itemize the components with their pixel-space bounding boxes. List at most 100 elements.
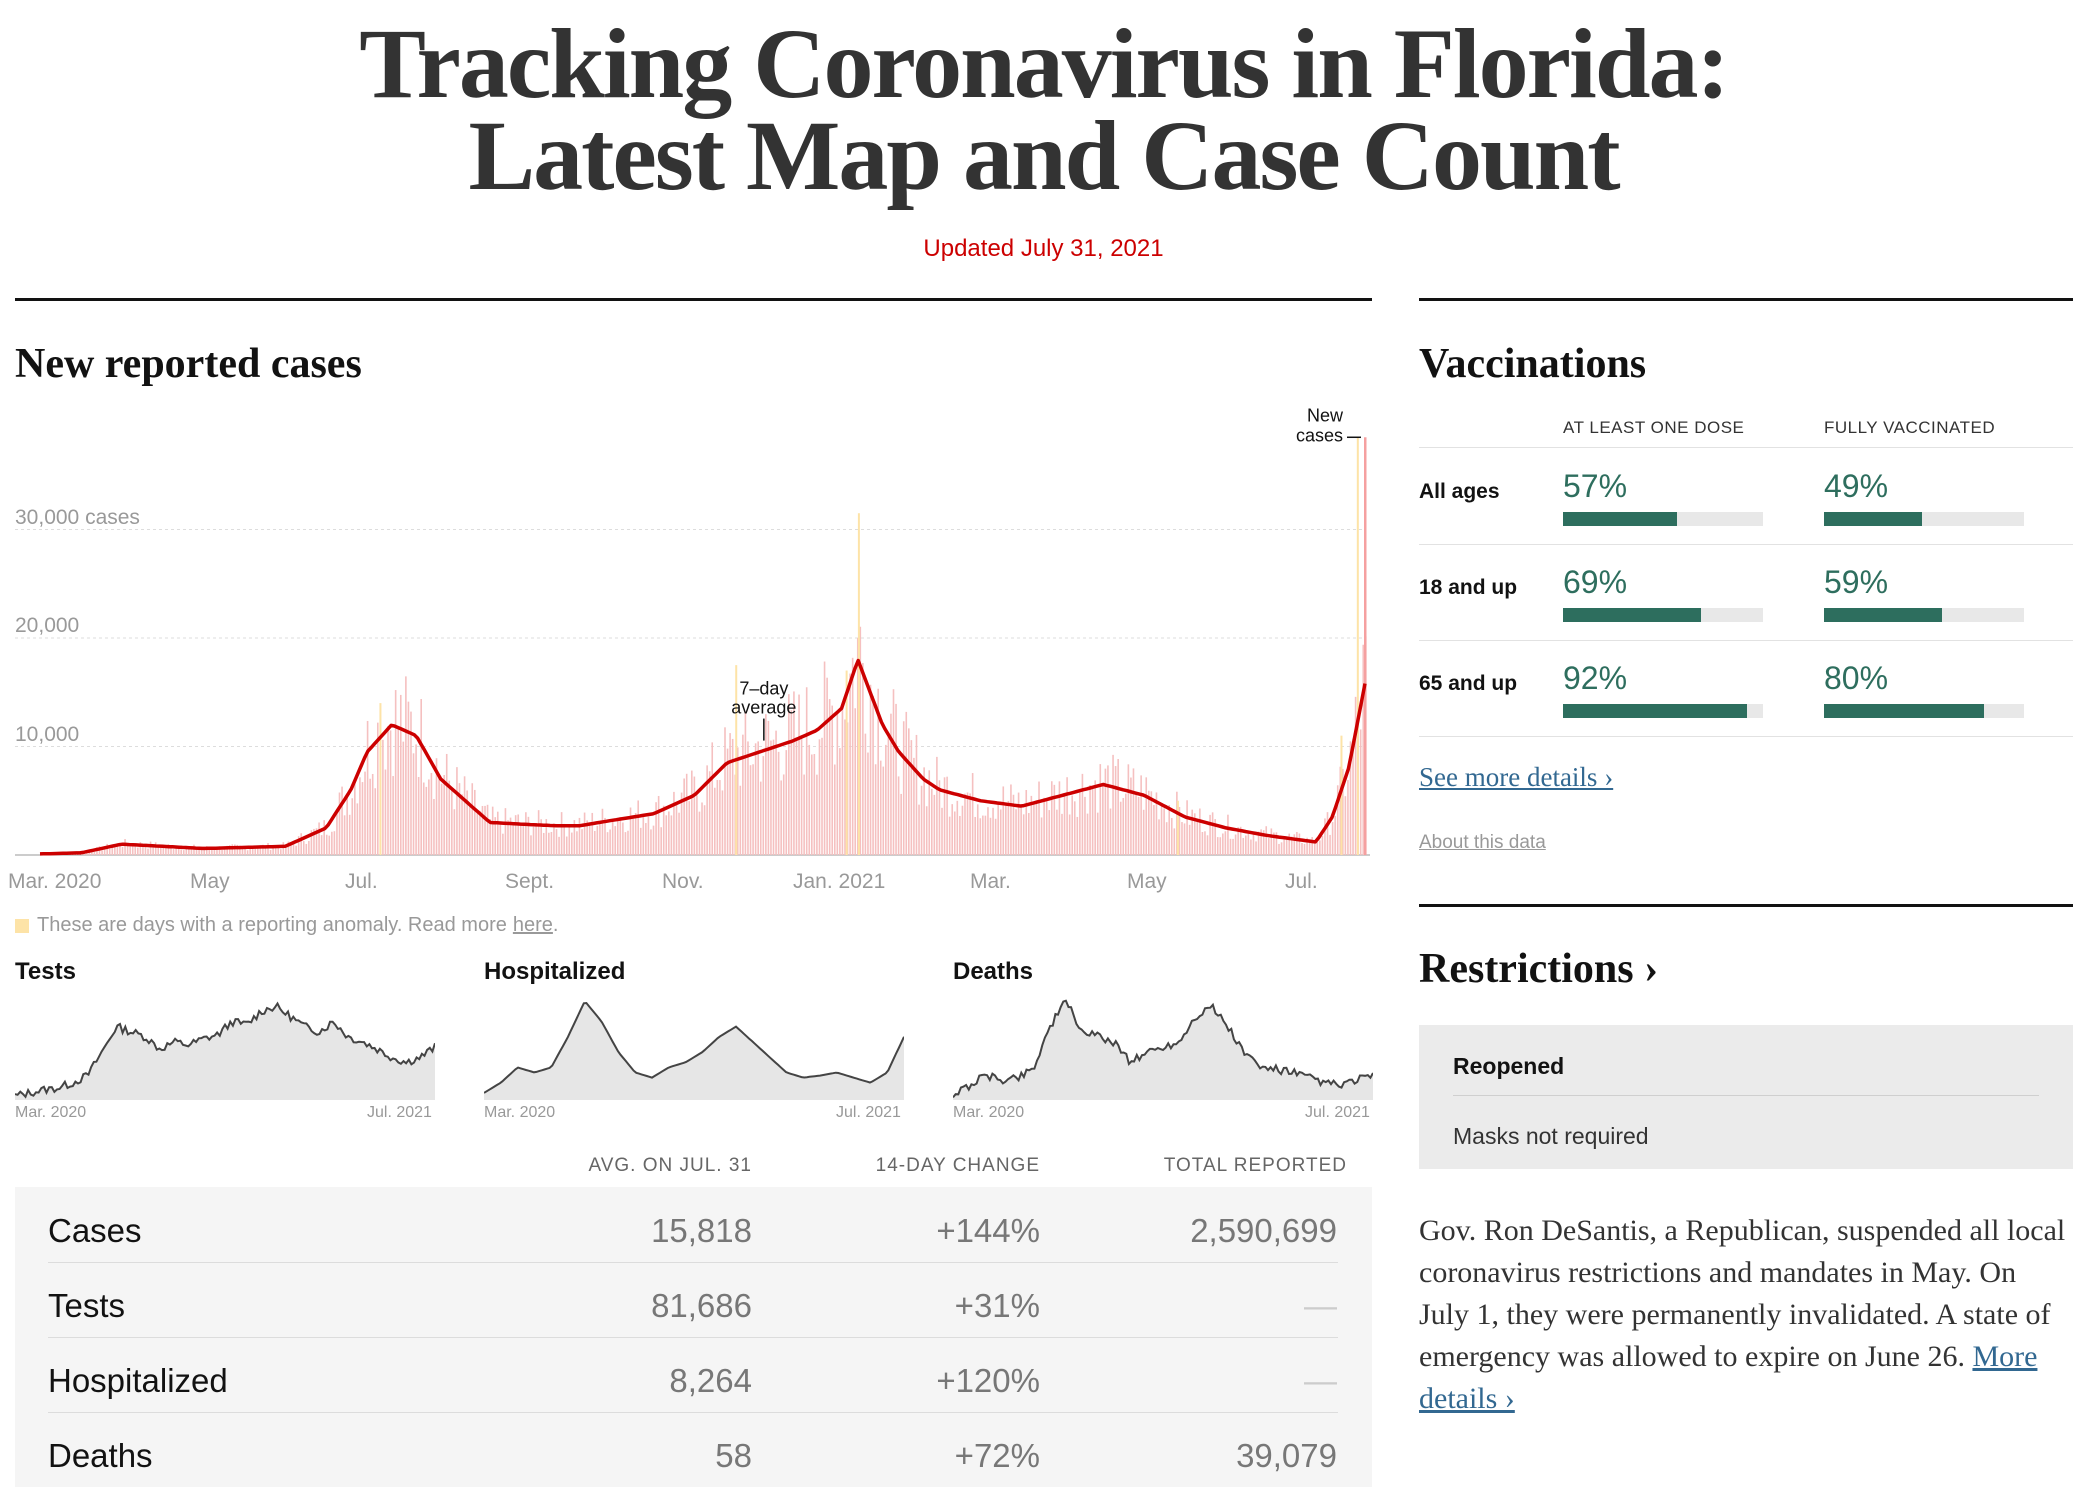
left-column-rule	[15, 298, 1372, 301]
avg-annotation-line2: average	[731, 698, 796, 718]
daily-case-bar	[856, 637, 859, 855]
daily-case-bar	[550, 831, 553, 855]
daily-case-bar	[619, 817, 622, 855]
restrictions-title[interactable]: Restrictions ›	[1419, 946, 1659, 992]
x-tick-may-2021: May	[1127, 870, 1167, 893]
daily-case-bar	[341, 786, 343, 855]
daily-case-bar	[213, 849, 216, 855]
daily-case-bar	[1296, 831, 1298, 855]
daily-case-bar	[481, 805, 484, 855]
daily-case-bar	[106, 843, 108, 855]
daily-case-bar	[1163, 808, 1165, 855]
daily-case-bar	[221, 849, 223, 855]
daily-case-bar	[228, 845, 231, 855]
see-more-details-link[interactable]: See more details ›	[1419, 762, 1614, 792]
daily-case-bar	[300, 833, 303, 855]
daily-case-bar	[668, 811, 670, 855]
daily-case-bar	[387, 725, 389, 855]
daily-case-bar	[1043, 797, 1045, 855]
daily-case-bar	[389, 730, 392, 855]
x-tick-jul-2021: Jul.	[1285, 870, 1318, 893]
daily-case-bar	[279, 849, 282, 855]
anomaly-note-end: .	[552, 914, 559, 936]
daily-case-bar	[708, 771, 711, 855]
daily-case-bar	[913, 757, 915, 855]
daily-case-bar	[811, 754, 813, 855]
daily-case-bar	[394, 690, 397, 855]
daily-case-bar	[124, 839, 126, 855]
daily-case-bar	[343, 815, 346, 855]
daily-case-bar	[803, 774, 805, 855]
daily-case-bar	[1135, 794, 1137, 855]
about-this-data-link[interactable]: About this data	[1419, 832, 1546, 853]
daily-case-bar	[1053, 784, 1056, 855]
daily-case-bar	[1130, 777, 1132, 855]
daily-case-bar	[198, 848, 200, 855]
restrictions-status: Reopened	[1453, 1053, 1565, 1079]
daily-case-bar	[966, 792, 969, 855]
daily-case-bar	[964, 793, 966, 855]
daily-case-bar	[780, 780, 782, 855]
daily-case-bar	[262, 844, 264, 855]
daily-case-bar	[788, 694, 790, 855]
daily-case-bar	[573, 820, 576, 855]
daily-case-bar	[808, 744, 811, 855]
daily-case-bar	[553, 823, 555, 855]
daily-case-bar	[1329, 834, 1331, 855]
daily-case-bar	[371, 773, 374, 855]
daily-case-bar	[821, 737, 823, 855]
x-tick-nov-2020: Nov.	[662, 870, 704, 893]
mini-chart-title-hospitalized: Hospitalized	[484, 958, 626, 985]
daily-case-bar	[479, 810, 481, 855]
daily-case-bar	[1173, 828, 1176, 855]
daily-case-bar	[502, 833, 504, 855]
daily-case-bar	[839, 748, 841, 855]
daily-case-bar	[731, 738, 734, 855]
daily-case-bar	[936, 756, 938, 855]
daily-case-bar	[514, 815, 517, 855]
daily-case-bar	[218, 846, 221, 855]
daily-case-bar	[440, 783, 443, 855]
daily-case-bar	[1334, 815, 1336, 855]
daily-case-bar	[216, 849, 218, 855]
daily-case-bar	[775, 730, 777, 855]
daily-case-bar	[144, 846, 147, 855]
daily-case-bar	[445, 753, 448, 855]
daily-case-bar	[1089, 785, 1091, 855]
daily-case-bar	[1102, 785, 1104, 855]
daily-case-bar	[591, 812, 594, 855]
daily-case-bar	[1191, 809, 1193, 855]
daily-case-bar	[1079, 790, 1081, 855]
daily-case-bar	[1015, 809, 1017, 855]
daily-case-bar	[632, 816, 634, 855]
daily-case-bar	[874, 764, 877, 855]
daily-case-bar	[458, 783, 461, 855]
daily-case-bar	[211, 848, 213, 855]
daily-case-bar	[83, 852, 86, 855]
daily-case-bar	[923, 767, 925, 855]
daily-case-bar	[897, 776, 900, 855]
x-tick-jul-2020: Jul.	[345, 870, 378, 893]
daily-case-bar	[1252, 831, 1255, 855]
daily-case-bar	[770, 740, 772, 855]
more-details-link[interactable]: More details ›	[1419, 1340, 2038, 1415]
masks-status: Masks not required	[1453, 1123, 1649, 1149]
daily-case-bar	[744, 711, 747, 855]
daily-case-bar	[313, 828, 315, 855]
daily-case-bar	[1257, 831, 1260, 855]
daily-case-bar	[226, 845, 228, 855]
daily-case-bar	[665, 815, 668, 855]
daily-case-bar	[325, 834, 328, 855]
daily-case-bar	[540, 819, 542, 855]
daily-case-bar	[1186, 800, 1188, 855]
daily-case-bar	[606, 832, 609, 855]
restrictions-paragraph: Gov. Ron DeSantis, a Republican, suspend…	[1419, 1210, 2069, 1420]
new-cases-annotation-line2: cases	[1296, 425, 1343, 445]
daily-case-bar	[987, 807, 989, 855]
daily-case-bar	[1288, 833, 1291, 855]
anomaly-here-link[interactable]: here	[512, 914, 553, 936]
daily-case-bar	[525, 812, 527, 855]
daily-case-bar	[1107, 765, 1109, 855]
daily-case-bar	[596, 825, 599, 855]
daily-case-bar	[170, 845, 172, 855]
